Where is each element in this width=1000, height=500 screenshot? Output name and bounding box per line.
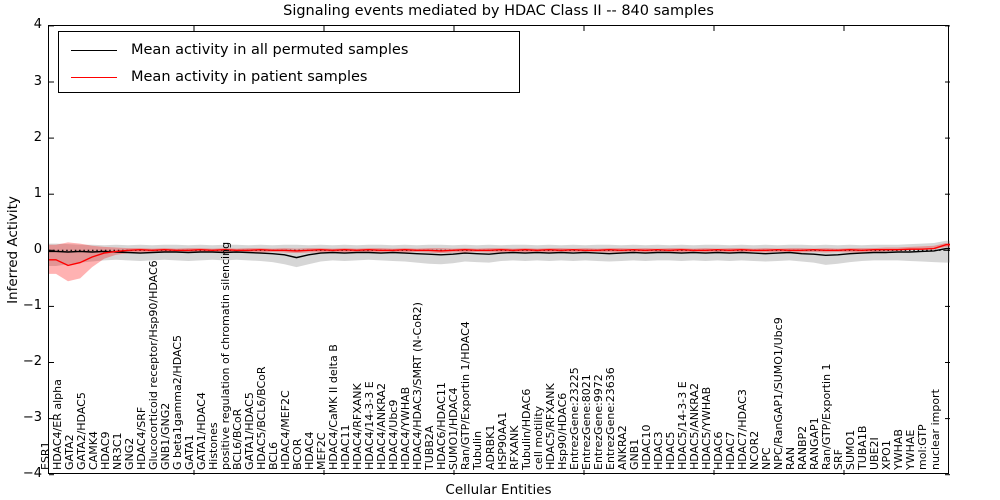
x-tick-label: BCL6: [267, 441, 280, 470]
x-tick-label: RAN: [784, 447, 798, 470]
x-tick-label: ANKRA2: [615, 425, 629, 470]
x-tick-label: HDAC4/CaMK II delta B: [327, 344, 341, 470]
x-tick-label: NR3C1: [110, 432, 124, 470]
x-tick-label: HSP90AA1: [495, 411, 509, 470]
x-tick-label: HDAC4/YWHAB: [399, 386, 413, 470]
x-tick-label: Tubulin/HDAC6: [519, 388, 533, 470]
x-tick-label: Histones: [206, 422, 220, 470]
x-tick-label: EntrezGene:8021: [579, 374, 593, 470]
x-tick-label: HDAC5/BCL6/BCoR: [254, 366, 268, 470]
x-tick-label: nuclear import: [928, 389, 942, 470]
x-tick-label: HDAC4/ER alpha: [50, 379, 64, 470]
legend-entry-patient: Mean activity in patient samples: [59, 66, 367, 88]
x-tick-label: GATA1/HDAC5: [242, 392, 256, 470]
permuted-line-sample: [71, 49, 117, 51]
x-tick-label: MEF2C: [315, 432, 329, 470]
x-tick-label: HDAC4: [303, 431, 317, 470]
chart-canvas: [49, 25, 950, 476]
x-tick-label: RANGAP1: [808, 417, 822, 470]
y-tick-label: −4: [22, 466, 42, 482]
x-tick-label: SUMO1: [844, 429, 858, 470]
x-tick-label: GATA1/HDAC4: [194, 392, 208, 470]
x-tick-label: HDAC6/HDAC11: [435, 382, 449, 470]
x-tick-label: GATA2/HDAC5: [74, 392, 88, 470]
x-tick-label: HDAC5/14-3-3 E: [675, 381, 689, 470]
chart-title: Signaling events mediated by HDAC Class …: [283, 3, 714, 19]
x-tick-label: SUMO1/HDAC4: [447, 387, 461, 470]
x-tick-label: XPO1: [880, 440, 894, 470]
x-tick-label: mol:GTP: [916, 424, 930, 470]
x-tick-label: YWHAE: [904, 429, 918, 470]
x-tick-label: Ran/GTP/Exportin 1: [820, 363, 834, 470]
x-tick-label: GNB1: [627, 438, 641, 470]
y-tick-label: 2: [33, 129, 42, 145]
x-tick-label: YWHAB: [892, 429, 906, 470]
y-tick-label: −2: [22, 354, 42, 369]
x-tick-label: RFXANK: [507, 425, 521, 470]
x-tick-label: GNG2: [122, 437, 136, 470]
x-tick-label: HDAC11: [339, 424, 353, 470]
patient-line-sample: [71, 76, 117, 78]
x-tick-label: SRF: [832, 449, 846, 470]
legend-label-permuted: Mean activity in all permuted samples: [131, 42, 409, 58]
legend-entry-permuted: Mean activity in all permuted samples: [59, 39, 408, 61]
legend: Mean activity in all permuted samples Me…: [58, 31, 520, 93]
x-tick-label: Ran/GTP/Exportin 1/HDAC4: [459, 321, 473, 470]
x-tick-label: Tubulin: [471, 430, 485, 470]
legend-label-patient: Mean activity in patient samples: [131, 69, 368, 85]
x-tick-label: cell motility: [531, 405, 545, 470]
x-tick-label: BCOR: [291, 438, 305, 470]
x-tick-label: HDAC4/SRF: [134, 406, 148, 470]
x-tick-label: HDAC10: [639, 424, 653, 470]
x-tick-label: EntrezGene:23636: [603, 367, 617, 470]
x-tick-label: TUBB2A: [423, 425, 437, 470]
x-tick-label: HDAC9: [98, 431, 112, 470]
x-tick-label: EntrezGene:9972: [591, 374, 605, 470]
x-tick-label: HDAC6: [712, 431, 725, 470]
x-tick-label: positive regulation of chromatin silenci…: [218, 241, 232, 470]
x-tick-label: GNB1/GNG2: [158, 402, 172, 470]
x-tick-label: HDAC7/HDAC3: [736, 389, 750, 470]
y-tick-label: 1: [33, 185, 42, 201]
x-tick-label: HDAC5: [663, 431, 677, 470]
plot-area: ESR1 HDAC4/ER alpha GATA2 GATA2/HDAC5 CAMK4 H…: [39, 25, 950, 476]
x-tick-label: ADRBK1: [483, 424, 497, 470]
y-tick-label: −3: [22, 410, 42, 426]
x-tick-label: NPC: [760, 447, 774, 470]
x-tick-label: HDAC5/ANKRA2: [687, 383, 701, 470]
band-0: [49, 240, 950, 268]
x-axis-label: Cellular Entities: [445, 482, 552, 498]
y-tick-label: −1: [22, 297, 42, 313]
x-tick-label: HDAC3: [651, 431, 665, 470]
mean-line-1: [49, 243, 950, 267]
x-tick-label: RANBP2: [796, 425, 810, 470]
x-tick-label: HDAC5/YWHAB: [699, 386, 713, 470]
x-tick-label: HDAC4/HDAC3/SMRT (N-CoR2): [411, 302, 425, 470]
y-tick-label: 3: [33, 73, 42, 89]
x-tick-label: BCL6/BCoR: [230, 408, 244, 470]
y-tick-label: 0: [33, 241, 42, 257]
x-tick-label: HDAC5/RFXANK: [543, 383, 557, 470]
x-tick-label: Hsp90/HDAC6: [555, 392, 569, 470]
y-tick-label: 4: [33, 17, 42, 33]
mean-line-0: [49, 247, 950, 259]
x-tick-label: CAMK4: [86, 431, 100, 470]
x-tick-label: HDAC4/14-3-3 E: [363, 381, 377, 470]
x-tick-label: EntrezGene:23225: [567, 367, 581, 470]
x-tick-label: NCOR2: [748, 430, 762, 470]
x-tick-label: Glucocorticoid receptor/Hsp90/HDAC6: [146, 260, 160, 470]
x-tick-label: HDAC4/Ubc9: [387, 399, 401, 470]
x-tick-label: HDAC4/ANKRA2: [375, 383, 389, 470]
x-tick-label: HDAC4/RFXANK: [351, 383, 365, 470]
x-tick-label: HDAC4/MEF2C: [279, 390, 293, 470]
x-tick-label: UBE2I: [868, 437, 882, 470]
x-tick-label: G beta1gamma2/HDAC5: [170, 335, 184, 470]
x-tick-label: NPC/RanGAP1/SUMO1/Ubc9: [772, 317, 786, 470]
x-tick-label: HDAC7: [724, 431, 738, 470]
x-tick-label: GATA2: [62, 434, 76, 470]
x-tick-label: TUBA1B: [856, 425, 870, 470]
x-tick-label: GATA1: [182, 434, 196, 470]
band-1: [49, 242, 950, 282]
